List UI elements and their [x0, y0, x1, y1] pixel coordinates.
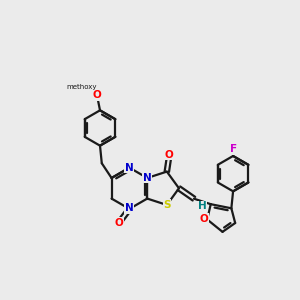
Text: N: N	[125, 163, 134, 173]
Text: N: N	[143, 173, 152, 183]
Text: H: H	[198, 201, 207, 211]
Text: methoxy: methoxy	[66, 84, 97, 90]
Text: O: O	[115, 218, 124, 228]
Text: N: N	[125, 203, 134, 213]
Text: O: O	[93, 90, 101, 100]
Text: O: O	[165, 150, 174, 160]
Text: O: O	[93, 90, 101, 100]
Text: S: S	[163, 200, 171, 210]
Text: F: F	[230, 145, 237, 154]
Text: O: O	[200, 214, 208, 224]
